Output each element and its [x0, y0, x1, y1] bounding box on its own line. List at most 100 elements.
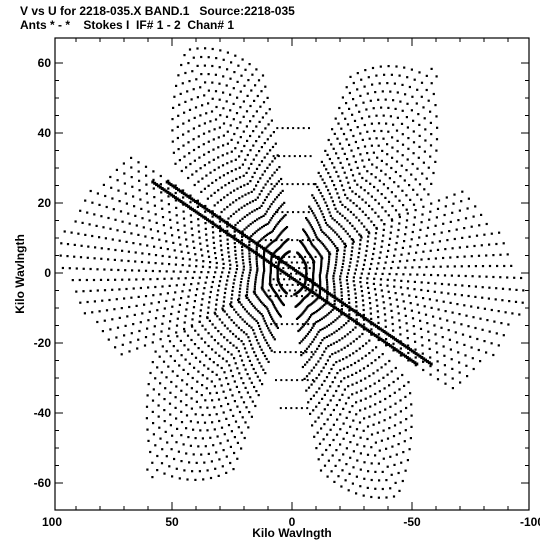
uv-point: [353, 227, 356, 230]
uv-point: [135, 278, 138, 281]
uv-point: [282, 255, 285, 258]
uv-point: [370, 333, 373, 336]
uv-point: [320, 255, 323, 258]
uv-point: [361, 268, 365, 271]
uv-point: [368, 330, 372, 333]
uv-point: [240, 206, 243, 209]
uv-point: [444, 248, 447, 251]
uv-point: [354, 292, 357, 295]
uv-point: [74, 220, 77, 223]
uv-point: [334, 319, 337, 322]
uv-point: [257, 342, 260, 345]
uv-point: [207, 332, 210, 335]
uv-point: [318, 307, 321, 310]
uv-point: [206, 197, 209, 200]
uv-point: [317, 344, 321, 348]
uv-point: [319, 266, 323, 269]
uv-point: [345, 447, 348, 450]
uv-point: [404, 233, 407, 236]
uv-point: [404, 93, 407, 96]
uv-point: [276, 326, 279, 329]
uv-point: [75, 290, 78, 293]
uv-point: [346, 286, 350, 289]
uv-point: [312, 409, 315, 412]
uv-point: [399, 354, 402, 357]
uv-point: [396, 91, 399, 94]
uv-point: [348, 309, 351, 312]
uv-point: [330, 227, 333, 230]
uv-point: [265, 249, 269, 253]
uv-point: [255, 110, 258, 113]
uv-point: [361, 176, 364, 180]
uv-point: [488, 243, 491, 246]
uv-point: [334, 244, 337, 248]
uv-point: [229, 369, 233, 372]
uv-point: [428, 298, 431, 301]
uv-point: [121, 343, 124, 346]
uv-point: [401, 373, 404, 377]
uv-point: [266, 307, 269, 311]
uv-point: [179, 270, 182, 273]
uv-point: [212, 213, 216, 216]
uv-point: [240, 150, 243, 153]
uv-point: [407, 252, 410, 255]
uv-point: [436, 248, 440, 251]
uv-point: [243, 308, 247, 311]
uv-point: [340, 313, 343, 316]
uv-point: [188, 461, 191, 464]
uv-point: [233, 451, 236, 455]
uv-point: [419, 327, 423, 330]
uv-point: [175, 324, 179, 327]
uv-point: [279, 205, 282, 208]
uv-point: [265, 293, 268, 296]
uv-point: [261, 279, 264, 282]
uv-point: [165, 350, 168, 353]
uv-point: [424, 128, 427, 131]
uv-point: [213, 428, 216, 431]
uv-point: [277, 193, 280, 197]
uv-point: [304, 349, 307, 353]
uv-point: [111, 288, 114, 291]
uv-point: [382, 137, 385, 140]
uv-point: [202, 215, 206, 219]
uv-point: [233, 71, 236, 74]
data-points: [59, 47, 525, 499]
uv-point: [225, 84, 228, 87]
uv-point: [365, 342, 368, 345]
uv-point: [430, 133, 433, 136]
uv-point: [398, 213, 401, 216]
uv-point: [255, 184, 258, 187]
uv-point: [422, 357, 426, 361]
uv-point: [220, 210, 223, 214]
uv-point: [411, 95, 414, 98]
uv-point: [362, 326, 366, 330]
uv-point: [255, 258, 258, 261]
uv-point: [321, 453, 324, 456]
uv-point: [327, 172, 330, 175]
uv-point: [269, 270, 272, 273]
uv-point: [197, 180, 200, 183]
uv-point: [408, 85, 411, 89]
uv-point: [215, 57, 218, 60]
uv-point: [356, 322, 360, 326]
uv-point: [320, 241, 323, 244]
uv-point: [255, 294, 258, 297]
uv-point: [187, 205, 191, 209]
uv-point: [261, 246, 265, 250]
uv-point: [380, 169, 383, 172]
uv-point: [427, 99, 430, 102]
uv-point: [230, 430, 233, 433]
uv-point: [234, 253, 237, 256]
uv-point: [433, 290, 436, 293]
uv-point: [427, 257, 430, 261]
uv-point: [336, 247, 339, 250]
uv-point: [497, 344, 500, 347]
uv-point: [464, 354, 467, 357]
uv-point: [339, 161, 342, 164]
uv-point: [352, 340, 355, 343]
uv-point: [383, 73, 386, 76]
uv-point: [423, 273, 426, 276]
uv-point: [265, 112, 268, 115]
uv-point: [281, 189, 284, 192]
uv-point: [276, 311, 280, 314]
